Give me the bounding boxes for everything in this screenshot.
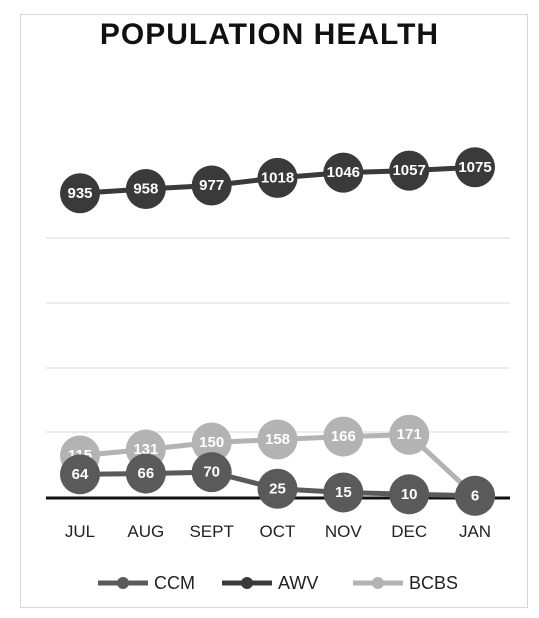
data-label: 1018 — [261, 169, 294, 186]
x-tick-label: AUG — [127, 522, 164, 541]
data-point-awv: 1018 — [257, 157, 298, 198]
x-axis-ticks: JUL AUG SEPT OCT NOV DEC JAN — [65, 522, 491, 541]
data-label: 131 — [133, 441, 158, 458]
data-label: 1057 — [392, 162, 425, 179]
data-label: 158 — [265, 431, 290, 448]
legend-label: BCBS — [409, 573, 458, 593]
point-marker — [323, 152, 364, 193]
legend-swatch-marker — [241, 577, 253, 589]
x-tick-label: JAN — [459, 522, 491, 541]
data-point-awv: 935 — [60, 173, 100, 214]
data-label: 10 — [401, 486, 418, 503]
gridlines — [46, 237, 510, 433]
point-marker — [455, 475, 495, 516]
data-label: 171 — [397, 426, 422, 443]
point-marker — [389, 474, 430, 515]
x-tick-label: SEPT — [189, 522, 233, 541]
point-marker — [191, 165, 232, 206]
point-marker — [389, 414, 430, 455]
x-tick-label: DEC — [391, 522, 427, 541]
point-marker — [191, 422, 232, 463]
point-marker — [125, 169, 166, 210]
data-point-bcbs: 150 — [191, 422, 232, 463]
legend-item-ccm: CCM — [98, 573, 195, 593]
data-point-bcbs: 171 — [389, 414, 430, 455]
data-label: 166 — [331, 428, 356, 445]
data-label: 935 — [67, 185, 92, 202]
point-marker — [323, 416, 364, 457]
data-label: 15 — [335, 484, 352, 501]
x-tick-label: OCT — [260, 522, 296, 541]
data-label: 150 — [199, 434, 224, 451]
data-point-bcbs: 166 — [323, 416, 364, 457]
data-label: 1075 — [458, 159, 491, 176]
data-point-bcbs: 158 — [257, 419, 298, 460]
legend-item-awv: AWV — [222, 573, 318, 593]
data-label: 977 — [199, 177, 224, 194]
data-label: 66 — [137, 465, 154, 482]
data-point-awv: 977 — [191, 165, 232, 206]
data-points: 1151311501581661716646670251510693595897… — [60, 147, 495, 516]
data-point-awv: 1057 — [389, 150, 430, 191]
point-marker — [60, 173, 100, 214]
data-point-awv: 958 — [125, 169, 166, 210]
data-label: 958 — [133, 181, 158, 198]
data-point-ccm: 10 — [389, 474, 430, 515]
legend-swatch-marker — [117, 577, 129, 589]
point-marker — [60, 454, 100, 495]
point-marker — [257, 419, 298, 460]
legend-label: CCM — [154, 573, 195, 593]
data-label: 1046 — [327, 164, 360, 181]
data-point-ccm: 6 — [455, 475, 495, 516]
point-marker — [257, 468, 298, 509]
point-marker — [191, 452, 232, 493]
data-point-ccm: 70 — [191, 452, 232, 493]
legend-swatch-marker — [372, 577, 384, 589]
x-tick-label: JUL — [65, 522, 95, 541]
x-tick-label: NOV — [325, 522, 363, 541]
chart-title: POPULATION HEALTH — [99, 18, 440, 51]
data-point-ccm: 66 — [125, 453, 166, 494]
data-label: 64 — [72, 466, 89, 483]
point-marker — [389, 150, 430, 191]
data-point-awv: 1046 — [323, 152, 364, 193]
data-point-ccm: 25 — [257, 468, 298, 509]
point-marker — [257, 157, 298, 198]
data-point-ccm: 64 — [60, 454, 100, 495]
data-label: 25 — [269, 480, 286, 497]
legend: CCM AWV BCBS — [98, 573, 458, 593]
chart-frame — [20, 14, 528, 608]
point-marker — [125, 453, 166, 494]
point-marker — [323, 472, 364, 513]
point-marker — [455, 147, 495, 188]
data-point-awv: 1075 — [455, 147, 495, 188]
data-point-ccm: 15 — [323, 472, 364, 513]
data-label: 6 — [471, 487, 479, 504]
legend-item-bcbs: BCBS — [353, 573, 458, 593]
legend-label: AWV — [278, 573, 318, 593]
data-label: 70 — [203, 464, 220, 481]
